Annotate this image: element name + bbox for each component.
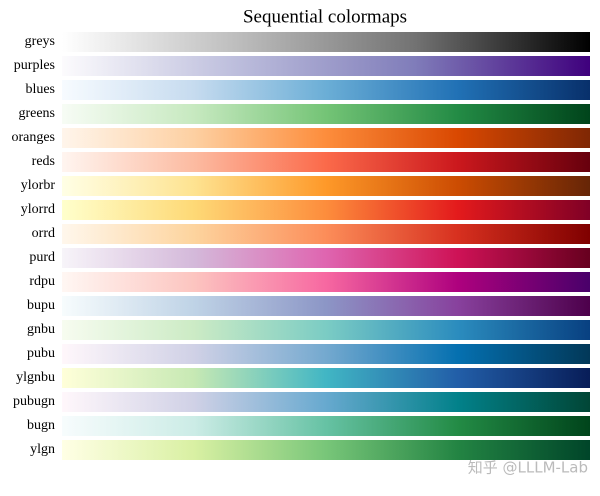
colormap-bar	[62, 104, 590, 124]
colormap-label: orrd	[32, 226, 55, 241]
colormap-label: purd	[29, 250, 55, 265]
colormap-label: bupu	[27, 298, 55, 313]
colormap-bar	[62, 320, 590, 340]
colormap-label: oranges	[11, 130, 55, 145]
colormap-bar	[62, 416, 590, 436]
colormap-label: gnbu	[27, 322, 55, 337]
colormap-bar	[62, 224, 590, 244]
colormap-bar	[62, 392, 590, 412]
colormap-label: pubu	[27, 346, 55, 361]
colormap-label: ylgnbu	[16, 370, 55, 385]
colormap-bar	[62, 272, 590, 292]
colormap-bar	[62, 200, 590, 220]
colormap-label: bugn	[27, 418, 55, 433]
colormap-bar	[62, 248, 590, 268]
colormap-label: purples	[14, 58, 55, 73]
watermark: 知乎 @LLLM-Lab	[468, 459, 588, 477]
colormap-label: ylgn	[30, 442, 55, 457]
colormap-label: rdpu	[29, 274, 55, 289]
colormap-label: reds	[32, 154, 55, 169]
colormap-bar	[62, 296, 590, 316]
chart-title: Sequential colormaps	[243, 6, 407, 27]
colormap-bar	[62, 56, 590, 76]
colormap-bar	[62, 344, 590, 364]
colormap-bar	[62, 128, 590, 148]
colormap-bar	[62, 80, 590, 100]
colormap-label: ylorbr	[21, 178, 56, 193]
colormap-label: blues	[25, 82, 55, 97]
colormap-bar	[62, 440, 590, 460]
colormap-bar	[62, 152, 590, 172]
colormap-label: greys	[25, 34, 55, 49]
colormap-label: greens	[18, 106, 55, 121]
colormap-bar	[62, 32, 590, 52]
colormap-bar	[62, 176, 590, 196]
colormap-label: pubugn	[13, 394, 55, 409]
colormap-label: ylorrd	[21, 202, 55, 217]
colormap-bar	[62, 368, 590, 388]
